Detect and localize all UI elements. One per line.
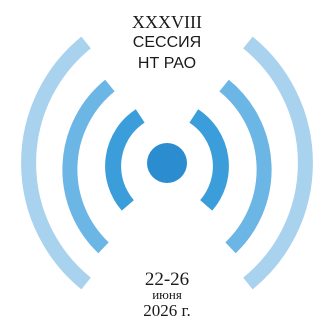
middle-arc-right <box>219 79 272 254</box>
organization-name: НТ РАО <box>137 55 197 72</box>
event-month: июня <box>152 287 182 302</box>
inner-arc-left <box>105 109 145 211</box>
outer-arc-right <box>243 36 313 290</box>
event-dates: 22-26 <box>144 269 190 290</box>
event-year: 2026 г. <box>143 301 191 320</box>
middle-arc-left <box>62 79 115 254</box>
outer-arc-left <box>21 36 91 290</box>
inner-arc-right <box>189 109 229 211</box>
center-dot <box>147 143 187 183</box>
session-number: XXXVIII <box>132 12 202 32</box>
session-label: СЕССИЯ <box>132 34 202 51</box>
